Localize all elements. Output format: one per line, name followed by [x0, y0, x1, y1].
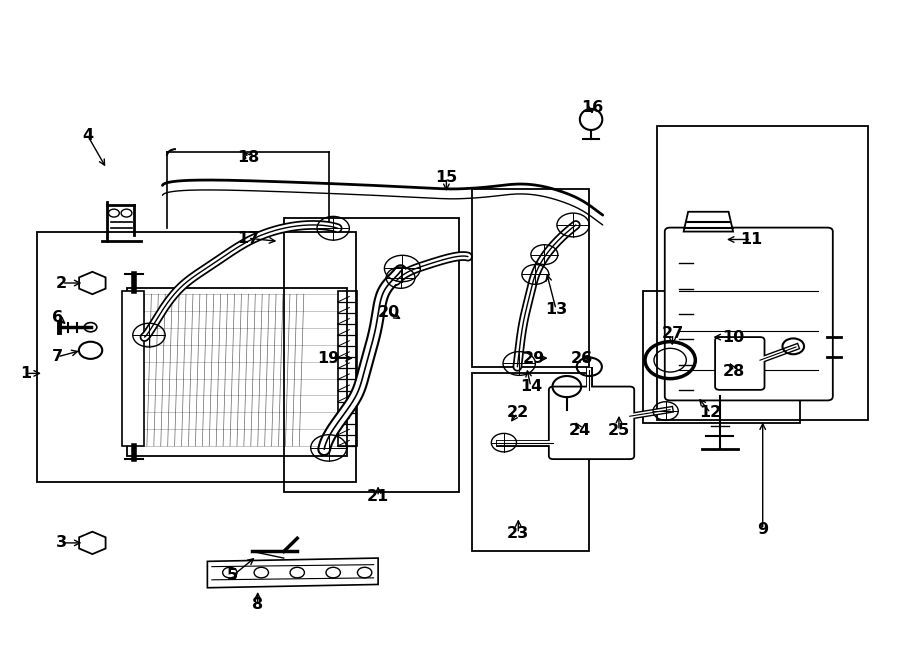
Bar	[472, 373, 590, 551]
Text: 29: 29	[522, 351, 544, 366]
Text: 16: 16	[580, 100, 603, 115]
Text: 27: 27	[662, 327, 684, 341]
Text: 12: 12	[699, 405, 722, 420]
Text: 4: 4	[82, 128, 94, 143]
Text: 6: 6	[51, 310, 63, 325]
Bar	[122, 291, 145, 446]
Bar	[657, 126, 868, 420]
Text: 22: 22	[507, 405, 528, 420]
Text: 14: 14	[520, 379, 542, 394]
Text: 28: 28	[723, 364, 745, 379]
Text: 10: 10	[722, 330, 744, 344]
Text: 18: 18	[238, 150, 260, 165]
Text: 15: 15	[436, 170, 457, 185]
Text: 2: 2	[56, 276, 68, 290]
Text: 21: 21	[367, 489, 389, 504]
Text: 11: 11	[740, 232, 762, 247]
Text: 7: 7	[51, 350, 63, 364]
Text: 5: 5	[227, 568, 239, 584]
Text: 23: 23	[508, 526, 529, 541]
Bar	[472, 188, 590, 367]
Text: 24: 24	[569, 423, 591, 438]
Text: 25: 25	[608, 423, 630, 438]
Ellipse shape	[580, 109, 602, 130]
Bar	[644, 291, 800, 423]
Polygon shape	[207, 558, 378, 588]
Text: 1: 1	[21, 366, 32, 381]
Text: 17: 17	[237, 231, 259, 246]
FancyBboxPatch shape	[549, 387, 634, 459]
Text: 8: 8	[252, 597, 264, 611]
Bar	[284, 218, 459, 492]
Polygon shape	[127, 288, 346, 456]
Text: 19: 19	[318, 351, 340, 366]
Bar	[338, 291, 357, 446]
Text: 26: 26	[571, 351, 593, 366]
Text: 9: 9	[757, 522, 769, 537]
Text: 13: 13	[544, 302, 567, 317]
Polygon shape	[684, 212, 734, 231]
FancyBboxPatch shape	[665, 227, 833, 401]
Text: 3: 3	[56, 535, 68, 551]
Bar	[37, 231, 356, 483]
FancyBboxPatch shape	[716, 337, 764, 390]
Text: 20: 20	[378, 305, 400, 319]
